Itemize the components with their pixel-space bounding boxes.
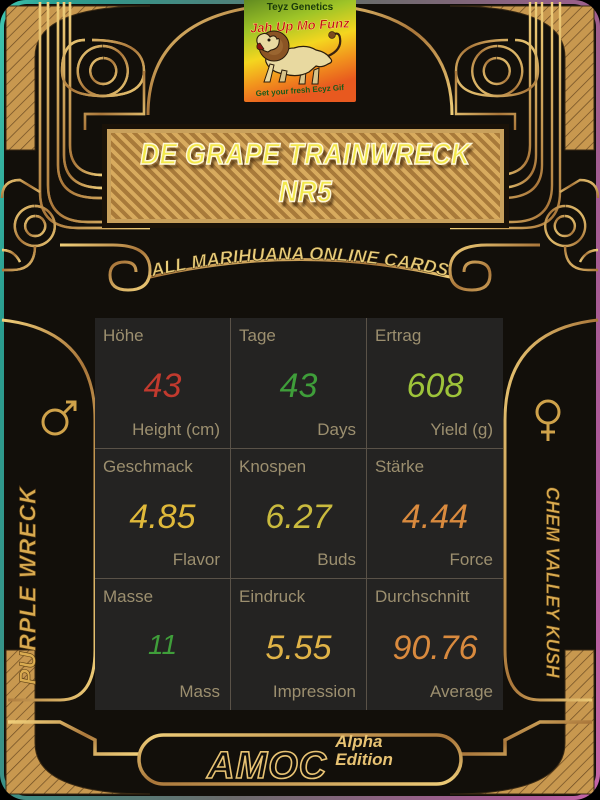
svg-text:ALL MARIHUANA ONLINE CARDS: ALL MARIHUANA ONLINE CARDS: [148, 243, 451, 280]
svg-text:Teyz Genetics: Teyz Genetics: [267, 2, 334, 13]
